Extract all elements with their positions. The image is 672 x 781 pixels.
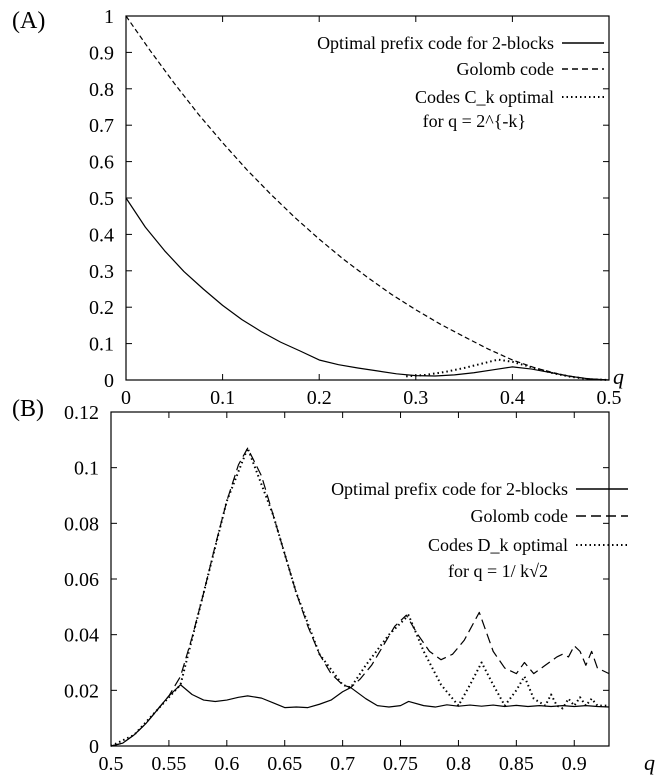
panel-a-y-tick-label: 1 (104, 6, 114, 28)
panel-a-series-line-dotted (406, 358, 610, 381)
panel-b-legend-label-dotted: Codes D_k optimal (428, 535, 568, 555)
panel-a-x-tick-label: 0 (121, 387, 131, 409)
panel-b-x-tick-label: 0.75 (383, 753, 418, 775)
panel-a-x-tick-label: 0.3 (403, 387, 428, 409)
panel-b-x-tick-label: 0.8 (446, 753, 471, 775)
panel-b-y-tick-label: 0.02 (64, 680, 99, 702)
panel-a-y-tick-label: 0.4 (89, 224, 114, 246)
panel-b-y-tick-label: 0.08 (64, 513, 99, 535)
panel-b-legend-label-dotted-line2: for q = 1/ k√2 (448, 561, 548, 581)
panel-a-y-tick-label: 0 (104, 370, 114, 392)
panel-b-y-tick-label: 0.06 (64, 569, 99, 591)
panel-b-series-line-solid (110, 684, 610, 747)
panel-a-x-tick-label: 0.2 (307, 387, 332, 409)
panel-a-x-tick-label: 0.1 (210, 387, 235, 409)
panel-b-x-axis-label: q (644, 750, 655, 775)
panel-b-x-tick-label: 0.65 (267, 753, 302, 775)
panel-b-x-tick-label: 0.6 (214, 753, 239, 775)
panel-a-y-tick-label: 0.9 (89, 42, 114, 64)
panel-a-x-tick-label: 0.4 (500, 387, 525, 409)
panel-a: (A) q 0 0.1 0.2 0.3 0.4 0.5 0 0.1 0.2 0.3 0.4 0.5 0.… (12, 6, 624, 409)
panel-a-y-tick-label: 0.2 (89, 297, 114, 319)
panel-a-y-tick-label: 0.7 (89, 115, 114, 137)
panel-a-series-line-solid (125, 197, 610, 381)
panel-a-ticks: 0 0.1 0.2 0.3 0.4 0.5 0 0.1 0.2 0.3 0.4 0.5 0.6 0.7 0.… (89, 6, 622, 409)
panel-a-legend-label-dotted-line2: for q = 2^{-k} (423, 111, 526, 131)
panel-b-legend: Optimal prefix code for 2-blocks Golomb … (331, 479, 628, 581)
panel-b-x-tick-label: 0.55 (151, 753, 186, 775)
panel-b-y-tick-label: 0.12 (64, 402, 99, 424)
panel-b-ticks: 0.5 0.55 0.6 0.65 0.7 0.75 0.8 0.85 0.9 0 0.02 0.04… (64, 402, 609, 775)
panel-a-legend-label-dotted: Codes C_k optimal (415, 87, 554, 107)
panel-b-x-tick-label: 0.85 (499, 753, 534, 775)
panel-a-y-tick-label: 0.3 (89, 261, 114, 283)
panel-a-y-tick-label: 0.5 (89, 188, 114, 210)
panel-b-legend-label-dashed: Golomb code (471, 506, 568, 526)
panel-a-legend: Optimal prefix code for 2-blocks Golomb … (317, 33, 604, 131)
panel-a-y-tick-label: 0.1 (89, 334, 114, 356)
panel-b-legend-label-solid: Optimal prefix code for 2-blocks (331, 479, 568, 499)
panel-b-y-tick-label: 0.04 (64, 625, 99, 647)
panel-a-x-axis-label: q (613, 364, 624, 389)
panel-b-label: (B) (12, 396, 44, 422)
panel-a-legend-label-dashed: Golomb code (457, 59, 554, 79)
panel-a-legend-label-solid: Optimal prefix code for 2-blocks (317, 33, 554, 53)
panel-b-x-tick-label: 0.5 (99, 753, 124, 775)
panel-a-legend-label-dotted-line1: Codes C_k optimal (415, 87, 554, 107)
panel-b-y-tick-label: 0.1 (74, 458, 99, 480)
panel-a-y-tick-label: 0.6 (89, 152, 114, 174)
panel-a-series (125, 15, 610, 381)
panel-b-series (110, 447, 610, 747)
panel-a-y-tick-label: 0.8 (89, 79, 114, 101)
panel-a-label: (A) (12, 8, 45, 34)
panel-b-x-tick-label: 0.9 (562, 753, 587, 775)
panel-b-x-tick-label: 0.7 (330, 753, 355, 775)
panel-b: (B) q 0.5 0.55 0.6 0.65 0.7 0.75 0.8 0.85 0.900.… (12, 396, 655, 775)
panel-b-series-line-dotted (110, 447, 609, 747)
panel-a-x-tick-label: 0.5 (597, 387, 622, 409)
panel-b-y-tick-label: 0 (89, 736, 99, 758)
